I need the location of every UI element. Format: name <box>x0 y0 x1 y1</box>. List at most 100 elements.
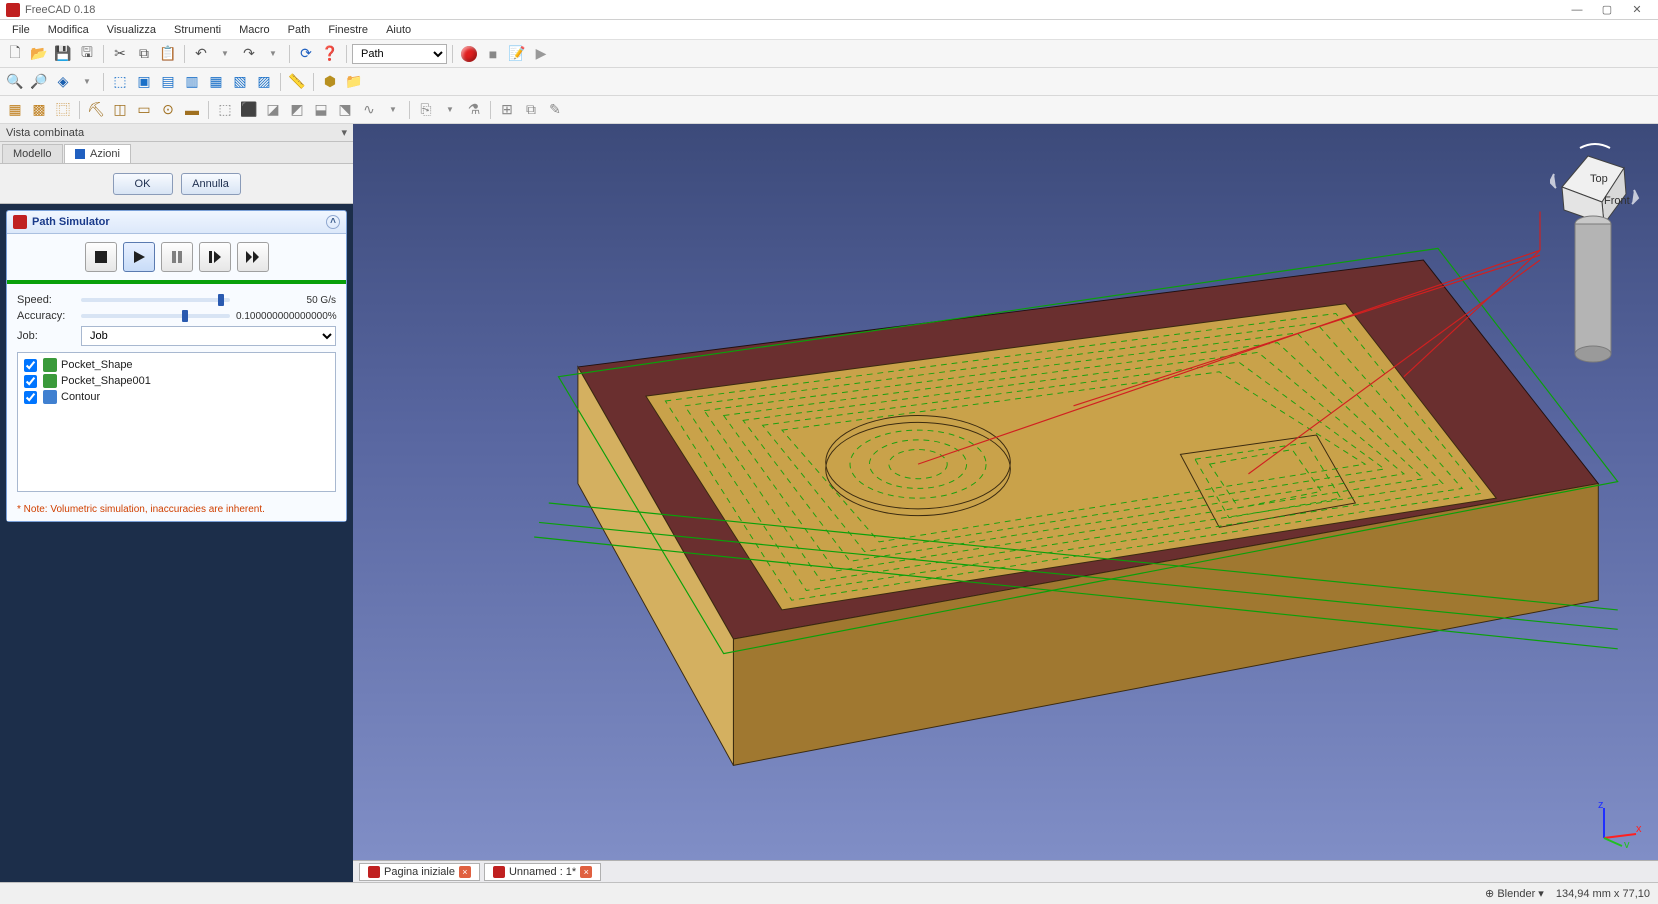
list-item[interactable]: Pocket_Shape <box>22 357 331 373</box>
op-checkbox[interactable] <box>24 375 37 388</box>
ok-button[interactable]: OK <box>113 173 173 195</box>
status-bar: ⊕ Blender ▾ 134,94 mm x 77,10 <box>0 882 1658 904</box>
minimize-button[interactable]: — <box>1562 4 1592 16</box>
post-icon[interactable]: ▩ <box>28 99 50 121</box>
redo-icon[interactable]: ↷ <box>238 43 260 65</box>
menu-edit[interactable]: Modifica <box>40 22 97 38</box>
macro-stop-icon[interactable]: ■ <box>482 43 504 65</box>
whatsthis-icon[interactable]: ❓ <box>319 43 341 65</box>
tab-model[interactable]: Modello <box>2 144 63 163</box>
undo-drop-icon[interactable]: ▼ <box>214 43 236 65</box>
op3-icon[interactable]: ◪ <box>262 99 284 121</box>
panel-header[interactable]: Path Simulator ˄ <box>7 211 346 234</box>
menu-help[interactable]: Aiuto <box>378 22 419 38</box>
copy-drop-icon[interactable]: ▼ <box>439 99 461 121</box>
sim-play-button[interactable] <box>123 242 155 272</box>
drill-icon[interactable]: ⊙ <box>157 99 179 121</box>
sim-icon[interactable]: ⚗ <box>463 99 485 121</box>
saveas-icon[interactable]: 🖫 <box>76 43 98 65</box>
op1-icon[interactable]: ⬚ <box>214 99 236 121</box>
path-simulator-panel: Path Simulator ˄ Speed: 50 G/s <box>6 210 347 522</box>
menu-windows[interactable]: Finestre <box>320 22 376 38</box>
close-button[interactable]: ✕ <box>1622 3 1652 16</box>
freecad-icon <box>13 215 27 229</box>
maximize-button[interactable]: ▢ <box>1592 3 1622 16</box>
front-icon[interactable]: ▣ <box>133 71 155 93</box>
right-icon[interactable]: ▥ <box>181 71 203 93</box>
collapse-icon[interactable]: ˄ <box>326 215 340 229</box>
sim-ff-button[interactable] <box>237 242 269 272</box>
menu-path[interactable]: Path <box>280 22 319 38</box>
tool-icon[interactable]: ⛏ <box>85 99 107 121</box>
top-icon[interactable]: ▤ <box>157 71 179 93</box>
paste-icon[interactable]: 📋 <box>157 43 179 65</box>
close-tab-icon[interactable]: × <box>580 866 592 878</box>
nav-style[interactable]: ⊕ Blender ▾ <box>1485 887 1544 900</box>
speed-value: 50 G/s <box>236 295 336 306</box>
list-item[interactable]: Contour <box>22 389 331 405</box>
sim-step-button[interactable] <box>199 242 231 272</box>
copy-op-icon[interactable]: ⎘ <box>415 99 437 121</box>
left-icon[interactable]: ▨ <box>253 71 275 93</box>
rear-icon[interactable]: ▦ <box>205 71 227 93</box>
group-icon[interactable]: 📁 <box>343 71 365 93</box>
macro-edit-icon[interactable]: 📝 <box>506 43 528 65</box>
axis-gizmo: z x y <box>1594 798 1644 848</box>
svg-text:Top: Top <box>1590 173 1608 185</box>
cut-icon[interactable]: ✂ <box>109 43 131 65</box>
dress-drop-icon[interactable]: ▼ <box>382 99 404 121</box>
menu-file[interactable]: File <box>4 22 38 38</box>
draw-style-icon[interactable]: ◈ <box>52 71 74 93</box>
copy-icon[interactable]: ⧉ <box>133 43 155 65</box>
op6-icon[interactable]: ⬔ <box>334 99 356 121</box>
array-icon[interactable]: ⊞ <box>496 99 518 121</box>
face-icon[interactable]: ▬ <box>181 99 203 121</box>
zoom-sel-icon[interactable]: 🔎 <box>28 71 50 93</box>
speed-label: Speed: <box>17 294 75 306</box>
part-icon[interactable]: ⬢ <box>319 71 341 93</box>
measure-icon[interactable]: 📏 <box>286 71 308 93</box>
drawstyle-drop-icon[interactable]: ▼ <box>76 71 98 93</box>
comment-icon[interactable]: ✎ <box>544 99 566 121</box>
simple-copy-icon[interactable]: ⧉ <box>520 99 542 121</box>
iso-icon[interactable]: ⬚ <box>109 71 131 93</box>
op-checkbox[interactable] <box>24 359 37 372</box>
macro-play-icon[interactable]: ▶ <box>530 43 552 65</box>
job-select[interactable]: Job <box>81 326 336 346</box>
refresh-icon[interactable]: ⟳ <box>295 43 317 65</box>
list-item[interactable]: Pocket_Shape001 <box>22 373 331 389</box>
macro-record-icon[interactable] <box>458 43 480 65</box>
pocket-icon[interactable]: ▭ <box>133 99 155 121</box>
workbench-select[interactable]: Path <box>352 44 447 64</box>
doc-tab-start[interactable]: Pagina iniziale × <box>359 863 480 881</box>
sim-stop-button[interactable] <box>85 242 117 272</box>
zoom-fit-icon[interactable]: 🔍 <box>4 71 26 93</box>
op2-icon[interactable]: ⬛ <box>238 99 260 121</box>
menu-macro[interactable]: Macro <box>231 22 278 38</box>
op-checkbox[interactable] <box>24 391 37 404</box>
cutting-tool <box>1568 214 1618 374</box>
accuracy-slider[interactable] <box>81 314 230 318</box>
tab-actions[interactable]: Azioni <box>64 144 131 163</box>
sim-pause-button[interactable] <box>161 242 193 272</box>
profile-icon[interactable]: ◫ <box>109 99 131 121</box>
speed-slider[interactable] <box>81 298 230 302</box>
save-icon[interactable]: 💾 <box>52 43 74 65</box>
open-icon[interactable]: 📂 <box>28 43 50 65</box>
new-icon[interactable]: 🗋 <box>4 43 26 65</box>
doc-tab-unnamed[interactable]: Unnamed : 1* × <box>484 863 601 881</box>
cancel-button[interactable]: Annulla <box>181 173 241 195</box>
inspect-icon[interactable]: ⿴ <box>52 99 74 121</box>
job-icon[interactable]: ▦ <box>4 99 26 121</box>
undo-icon[interactable]: ↶ <box>190 43 212 65</box>
op5-icon[interactable]: ⬓ <box>310 99 332 121</box>
op4-icon[interactable]: ◩ <box>286 99 308 121</box>
3d-viewport[interactable]: Top Front z x y Pagina ini <box>353 124 1658 882</box>
dress1-icon[interactable]: ∿ <box>358 99 380 121</box>
close-tab-icon[interactable]: × <box>459 866 471 878</box>
bottom-icon[interactable]: ▧ <box>229 71 251 93</box>
redo-drop-icon[interactable]: ▼ <box>262 43 284 65</box>
menu-tools[interactable]: Strumenti <box>166 22 229 38</box>
combo-collapse-icon[interactable]: ▾ <box>341 126 347 139</box>
menu-view[interactable]: Visualizza <box>99 22 164 38</box>
